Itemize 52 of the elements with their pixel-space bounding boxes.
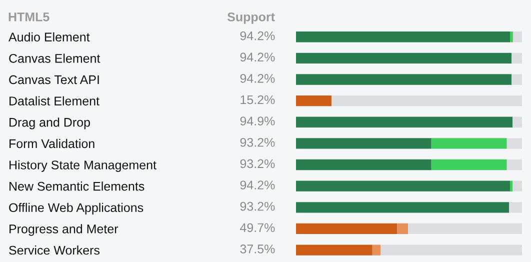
bar <box>296 180 510 192</box>
text: 93.2% <box>240 202 275 211</box>
text: 93.2% <box>240 159 275 168</box>
text: 94.2% <box>240 31 275 40</box>
bar <box>512 116 522 128</box>
bar <box>431 159 507 170</box>
y-tick-label: Canvas Element <box>9 54 100 63</box>
y-tick-label: History State Management <box>10 160 156 172</box>
y-tick-label: Drag and Drop <box>10 118 90 130</box>
bar <box>296 32 510 42</box>
text: 93.2% <box>240 138 275 147</box>
bar <box>510 32 513 42</box>
text: 15.2% <box>240 95 275 104</box>
y-tick-label: Offline Web Applications <box>9 202 144 215</box>
text: 94.2% <box>240 52 275 62</box>
bar <box>296 95 332 106</box>
bar <box>431 138 507 149</box>
bar <box>331 95 522 106</box>
x-axis-title: Support <box>227 12 275 24</box>
bar <box>296 223 398 234</box>
bar <box>296 116 513 128</box>
text: 49.7% <box>240 223 275 232</box>
bar <box>512 52 522 64</box>
bar <box>296 244 372 256</box>
y-tick-label: Progress and Meter <box>10 224 118 236</box>
y-tick-label: Audio Element <box>8 32 90 42</box>
y-tick-label: Form Validation <box>10 138 94 148</box>
bar <box>506 159 522 170</box>
bar <box>512 180 522 192</box>
bar <box>296 202 510 213</box>
text: 94.2% <box>240 74 275 83</box>
bar <box>296 138 432 149</box>
bar <box>397 223 408 234</box>
y-tick-label: Service Workers <box>9 246 100 255</box>
bar <box>509 202 522 213</box>
bar <box>512 74 522 85</box>
text: HTML5 <box>8 12 50 22</box>
y-tick-label: Canvas Text API <box>9 75 99 84</box>
y-tick-label: New Semantic Elements <box>10 182 144 191</box>
bar <box>510 180 513 192</box>
text: 94.2% <box>240 180 275 190</box>
bar <box>296 159 432 170</box>
bar <box>408 223 522 234</box>
text: 37.5% <box>240 244 275 254</box>
bar <box>380 244 522 256</box>
bar <box>372 244 381 256</box>
text: 94.9% <box>240 116 275 126</box>
bar <box>512 32 522 42</box>
bar <box>506 138 522 149</box>
bar <box>296 52 512 64</box>
y-tick-label: Datalist Element <box>10 96 100 106</box>
bar <box>296 74 512 85</box>
